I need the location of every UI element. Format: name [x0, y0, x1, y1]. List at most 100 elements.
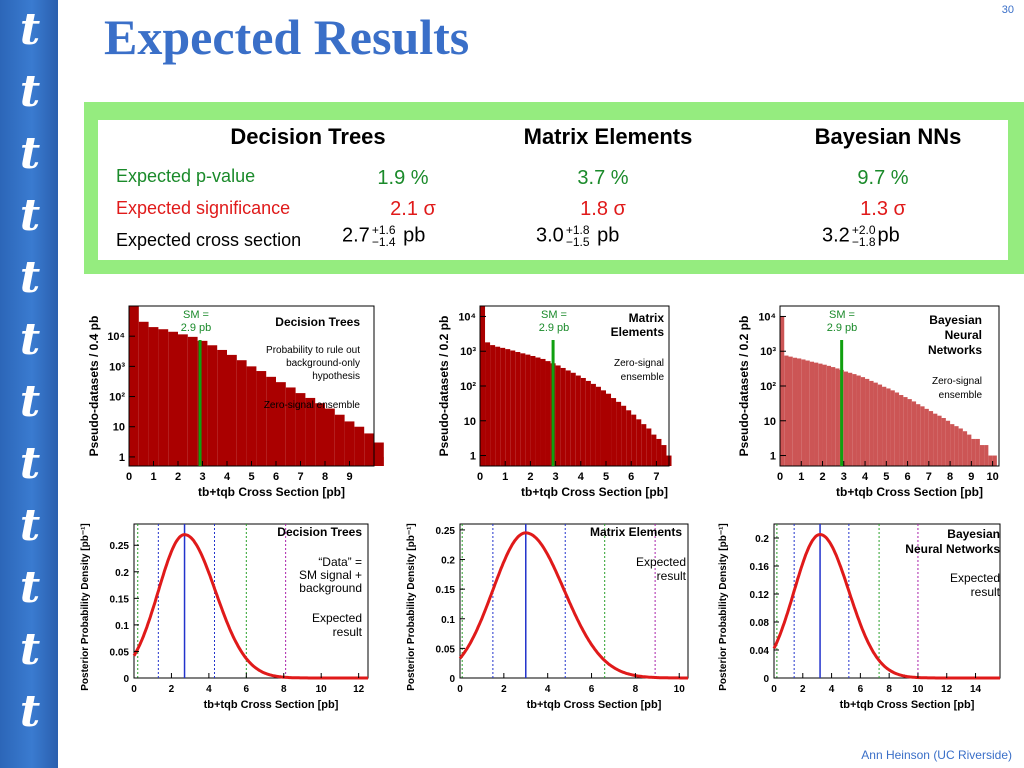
x-tick-label: 10 [316, 684, 328, 695]
x-tick-label: 2 [175, 471, 181, 483]
histogram-bar [797, 358, 802, 466]
histogram-bar [954, 426, 959, 466]
chart-annotation: ensemble [621, 372, 665, 383]
histogram-bar [950, 424, 955, 466]
x-tick-label: 6 [905, 471, 911, 483]
posterior-curve [772, 532, 1000, 680]
x-tick-label: 0 [131, 684, 137, 695]
y-tick-label: 0.15 [436, 585, 456, 596]
histogram-bar [236, 360, 247, 466]
histogram-bar [505, 349, 511, 466]
y-tick-label: 10⁴ [458, 311, 476, 323]
chart-annotation: background-only [286, 358, 360, 369]
sidebar-t-glyph: t [19, 562, 41, 613]
x-tick-label: 8 [281, 684, 287, 695]
histogram-bar [315, 403, 325, 466]
histogram-bar [530, 355, 536, 466]
chart-title: Neural Networks [905, 542, 1000, 556]
sidebar-t-glyph: t [19, 500, 41, 551]
pvalue-me: 3.7 % [577, 167, 629, 189]
histogram-bar [295, 393, 306, 466]
x-tick-label: 3 [841, 471, 847, 483]
xsec-dt-central: 2.7 [342, 224, 370, 247]
x-tick-label: 2 [169, 684, 175, 695]
x-tick-label: 12 [353, 684, 365, 695]
plot-frame [459, 523, 689, 679]
pvalue-bnn: 9.7 % [857, 167, 909, 189]
x-tick-label: 0 [457, 684, 463, 695]
chart-title: Matrix [629, 311, 665, 325]
posterior-bayesian-nns: 0 2 4 6 8 10 12 14 0 0.04 0.08 0.12 0.16 0.2 tb+tqb Cr… [718, 523, 1001, 711]
histogram-bar [903, 397, 908, 466]
chart-annotation: SM = [829, 309, 855, 321]
x-tick-label: 4 [206, 684, 212, 695]
histogram-bar [611, 398, 617, 466]
x-tick-label: 0 [126, 471, 132, 483]
y-tick-label: 0.1 [441, 615, 455, 626]
histogram-bar [631, 414, 637, 466]
histogram-bar [848, 372, 853, 466]
histogram-bar [780, 316, 785, 466]
y-tick-label: 1 [770, 451, 776, 463]
histogram-bar [656, 438, 662, 466]
y-tick-label: 10 [764, 416, 776, 428]
posterior-decision-trees: 0 2 4 6 8 10 12 0 0.05 0.1 0.15 0.2 0.25 tb+tqb Cross… [80, 523, 369, 711]
histogram-bar [500, 347, 506, 466]
histogram-bar [937, 415, 942, 466]
histogram-bar [129, 306, 139, 466]
chart-annotation: Zero-signal [932, 376, 982, 387]
plot-frame [773, 523, 1001, 679]
y-tick-label: 10³ [109, 361, 125, 373]
histogram-bar [560, 367, 566, 466]
y-tick-label: 0.2 [115, 568, 129, 579]
chart-title: Matrix Elements [590, 525, 682, 539]
histogram-bar [495, 346, 501, 466]
chart-title: Decision Trees [277, 525, 362, 539]
posterior-matrix-elements: 0 2 4 6 8 10 0 0.05 0.1 0.15 0.2 0.25 tb+tqb Cross S… [406, 523, 689, 711]
chart-title: Bayesian [947, 527, 1000, 541]
histogram-bar [646, 428, 652, 466]
y-tick-label: 1 [119, 452, 125, 464]
y-tick-label: 10² [109, 392, 125, 404]
histogram-bar [217, 349, 227, 466]
histogram-bar [565, 370, 571, 466]
x-tick-label: 9 [968, 471, 974, 483]
x-axis-label: tb+tqb Cross Section [pb] [836, 485, 983, 499]
x-tick-label: 6 [273, 471, 279, 483]
xsec-bnn-minus: −1.8 [851, 235, 876, 249]
header-decision-trees: Decision Trees [230, 124, 386, 149]
histogram-bar [525, 354, 531, 466]
chart-annotation: SM = [183, 309, 209, 321]
chart-title: Neural [945, 328, 982, 342]
histogram-bar [246, 366, 257, 466]
x-tick-label: 2 [800, 684, 806, 695]
xsec-dt-plus: +1.6 [371, 223, 396, 237]
histogram-bar [334, 414, 345, 466]
histogram-bar [187, 336, 198, 466]
histogram-bar [374, 442, 384, 466]
significance-dt: 2.1 σ [390, 198, 436, 220]
chart-annotation: SM signal + [299, 568, 362, 582]
histogram-bar [924, 408, 929, 466]
x-tick-label: 10 [986, 471, 998, 483]
sidebar-t-glyph: t [19, 128, 41, 179]
row-label-pvalue: Expected p-value [116, 166, 256, 186]
y-tick-label: 10³ [760, 346, 776, 358]
x-tick-label: 1 [502, 471, 508, 483]
histogram-bar [616, 401, 622, 466]
chart-annotation: “Data” = [318, 555, 362, 569]
histogram-bar [920, 406, 925, 466]
histogram-bar [621, 405, 627, 466]
histogram-bar [826, 365, 832, 466]
y-tick-label: 0.2 [755, 534, 769, 545]
x-tick-label: 2 [501, 684, 507, 695]
significance-bnn: 1.3 σ [860, 198, 906, 220]
histogram-bar [979, 445, 985, 466]
histogram-bar [325, 408, 335, 466]
xsec-dt-minus: −1.4 [371, 235, 396, 249]
chart-annotation: Expected [950, 571, 1000, 585]
histogram-bar [138, 321, 149, 466]
x-axis-label: tb+tqb Cross Section [pb] [204, 699, 339, 711]
xsec-me-plus: +1.8 [565, 223, 590, 237]
